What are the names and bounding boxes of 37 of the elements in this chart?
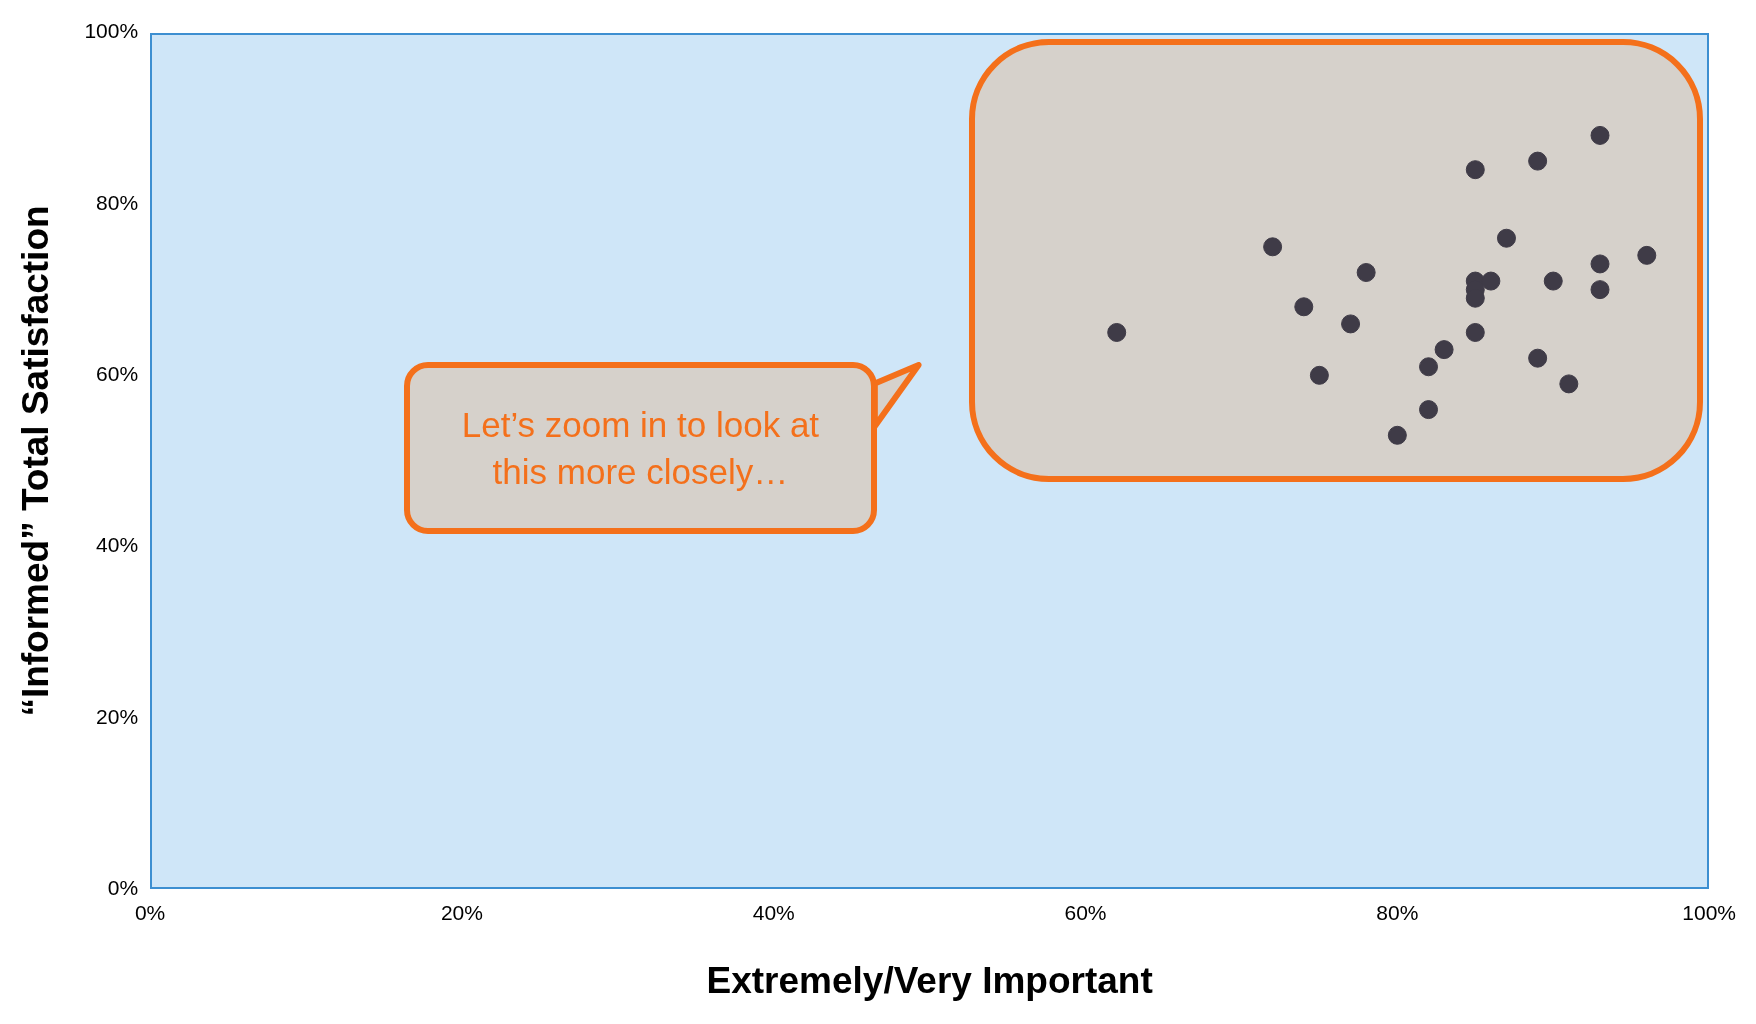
y-tick-label: 20% (96, 704, 139, 728)
point (1481, 271, 1501, 291)
point (1263, 237, 1283, 257)
point (1543, 271, 1563, 291)
x-tick-label: 0% (134, 900, 166, 924)
annotation: Let’s zoom in to look at this more closely… (460, 403, 821, 494)
point (1341, 314, 1361, 334)
point (1309, 365, 1329, 385)
x-tick-label: 40% (752, 900, 795, 924)
point (1559, 374, 1579, 394)
point (1590, 125, 1610, 145)
point (1419, 357, 1439, 377)
point (1387, 425, 1407, 445)
point (1528, 151, 1548, 171)
point (1496, 228, 1516, 248)
point (1107, 322, 1127, 342)
point (1590, 254, 1610, 274)
x-axis-title: Extremely/Very Important (706, 960, 1153, 1001)
point (1419, 400, 1439, 420)
point (1294, 297, 1314, 317)
point (1590, 280, 1610, 300)
y-tick-label: 60% (96, 362, 139, 386)
point (1528, 348, 1548, 368)
x-tick-label: 20% (440, 900, 483, 924)
y-tick-label: 0% (107, 876, 139, 900)
x-tick-label: 60% (1064, 900, 1107, 924)
point (1434, 340, 1454, 360)
point (1637, 245, 1657, 265)
point (1465, 322, 1485, 342)
y-tick-label: 80% (96, 190, 139, 214)
y-axis-title: “Informed” Total Satisfaction (15, 205, 57, 717)
point (1465, 160, 1485, 180)
y-tick-label: 40% (96, 533, 139, 557)
y-tick-label: 100% (84, 19, 139, 43)
point (1356, 263, 1376, 282)
x-tick-label: 80% (1376, 900, 1419, 924)
x-tick-label: 100% (1682, 900, 1736, 924)
